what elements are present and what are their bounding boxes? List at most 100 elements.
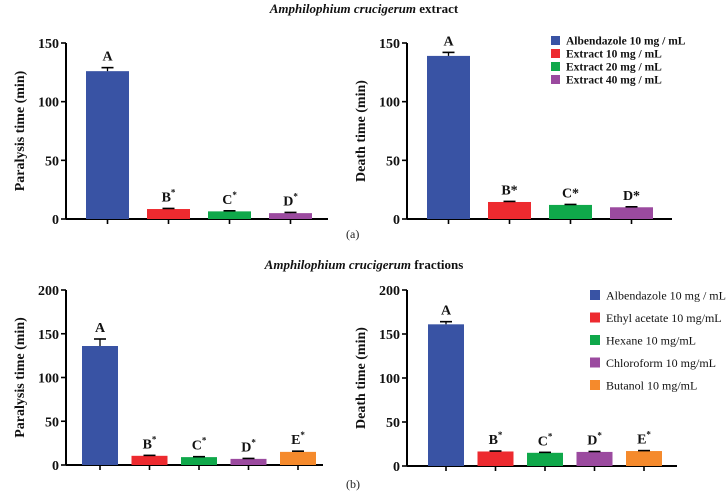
y-axis-label: Paralysis time (min) <box>13 70 28 191</box>
bar-label: D* <box>283 191 298 209</box>
y-axis-label: Paralysis time (min) <box>13 317 28 438</box>
legend-swatch <box>551 36 560 45</box>
y-tick-label: 50 <box>386 154 400 169</box>
bar-label: A <box>95 321 106 336</box>
y-tick-label: 200 <box>38 284 59 299</box>
bar <box>147 209 190 219</box>
bar <box>208 211 251 219</box>
y-tick-label: 50 <box>386 416 400 431</box>
bar-label: A <box>441 304 452 319</box>
y-tick-label: 150 <box>38 328 59 343</box>
bar <box>527 452 563 466</box>
bar <box>181 457 217 465</box>
y-tick-label: 150 <box>379 37 400 52</box>
y-tick-label: 0 <box>52 459 59 474</box>
significance-mark: * <box>251 437 256 447</box>
legend-label: Extract 10 mg / mL <box>566 49 662 61</box>
bar-label: B* <box>489 430 503 448</box>
bar-label: E* <box>291 430 305 448</box>
bar-label: C* <box>222 190 237 208</box>
legend-swatch <box>551 49 560 58</box>
y-axis-label: Death time (min) <box>354 80 369 182</box>
y-tick-label: 0 <box>52 213 59 228</box>
y-tick-label: 100 <box>38 372 59 387</box>
bar <box>549 204 592 219</box>
legend: Albendazole 10 mg / mL Ethyl acetate 10 m… <box>590 289 726 393</box>
bar-label: C* <box>538 431 553 449</box>
bar <box>626 451 662 466</box>
legend-label: Chloroform 10 mg/mL <box>606 356 716 370</box>
bar <box>82 346 118 465</box>
y-tick-label: 150 <box>379 328 400 343</box>
legend-label: Extract 20 mg / mL <box>566 62 662 74</box>
legend-swatch <box>590 312 600 323</box>
y-tick-label: 0 <box>393 213 400 228</box>
legend-label: Hexane 10 mg/mL <box>606 334 696 348</box>
legend-label: Albendazole 10 mg / mL <box>606 289 726 303</box>
legend-label: Butanol 10 mg/mL <box>606 379 697 393</box>
bar <box>230 458 267 465</box>
significance-mark: * <box>202 436 207 446</box>
bar-label: E* <box>637 430 651 448</box>
bar <box>610 207 653 219</box>
bar-label: B* <box>501 183 517 198</box>
legend-swatch <box>590 335 600 345</box>
legend-label: Extract 40 mg / mL <box>566 75 662 87</box>
bar <box>488 201 531 219</box>
chart-b-left: 0 50 100 150 200 Paralysis time (min) A B* C* D* E… <box>13 284 323 474</box>
significance-mark: * <box>646 430 651 440</box>
bar <box>576 451 613 466</box>
bar <box>477 451 514 466</box>
legend-label: Albendazole 10 mg / mL <box>566 36 686 48</box>
panel-label-b: (b) <box>346 477 360 491</box>
y-tick-label: 150 <box>38 37 59 52</box>
chart-a-right: 0 50 100 150 Death time (min) A B* C* D* Albendaz… <box>354 34 686 228</box>
y-tick-label: 200 <box>379 284 400 299</box>
bar-label: D* <box>241 437 256 455</box>
legend-swatch <box>551 75 560 84</box>
y-tick-label: 100 <box>379 372 400 387</box>
legend-swatch <box>590 357 600 368</box>
significance-mark: * <box>232 190 237 200</box>
title-extract-rest: extract <box>416 1 459 16</box>
significance-mark: * <box>548 431 553 441</box>
significance-mark: * <box>498 430 503 440</box>
bar-label: A <box>102 50 113 65</box>
title-fractions-rest: fractions <box>410 257 464 272</box>
title-fractions-italic: Amphilophium crucigerum <box>264 257 411 272</box>
y-axis-label: Death time (min) <box>354 327 369 429</box>
legend-swatch <box>551 62 560 71</box>
bar-label: B* <box>143 434 157 452</box>
significance-mark: * <box>293 191 298 201</box>
bar-label: B* <box>162 187 176 205</box>
significance-mark: * <box>597 430 602 440</box>
legend-label: Ethyl acetate 10 mg/mL <box>606 311 722 325</box>
y-tick-label: 50 <box>45 154 59 169</box>
significance-mark: * <box>300 430 305 440</box>
chart-a-left: 0 50 100 150 Paralysis time (min) A B* C* D* <box>13 37 328 228</box>
legend-swatch <box>590 380 600 390</box>
y-tick-label: 50 <box>45 415 59 430</box>
bar <box>280 451 316 465</box>
legend-swatch <box>590 290 600 300</box>
significance-mark: * <box>171 187 176 197</box>
bar-label: A <box>443 34 454 49</box>
bar-label: D* <box>587 430 602 448</box>
y-tick-label: 100 <box>379 96 400 111</box>
title-fractions: Amphilophium crucigerum fractions <box>0 257 728 273</box>
significance-mark: * <box>152 434 157 444</box>
y-tick-label: 100 <box>38 96 59 111</box>
bar-label: C* <box>192 436 207 454</box>
bar <box>428 324 464 466</box>
chart-b-right: 0 50 100 150 200 Death time (min) A B* C* D* E* Alb… <box>354 284 726 475</box>
title-extract-italic: Amphilophium crucigerum <box>269 1 417 16</box>
y-tick-label: 0 <box>393 460 400 475</box>
bar <box>427 55 470 220</box>
bar <box>131 455 168 465</box>
title-extract: Amphilophium crucigerum extract <box>0 1 728 17</box>
bar <box>269 213 312 219</box>
panel-label-a: (a) <box>346 227 360 241</box>
bar-label: C* <box>562 186 579 201</box>
